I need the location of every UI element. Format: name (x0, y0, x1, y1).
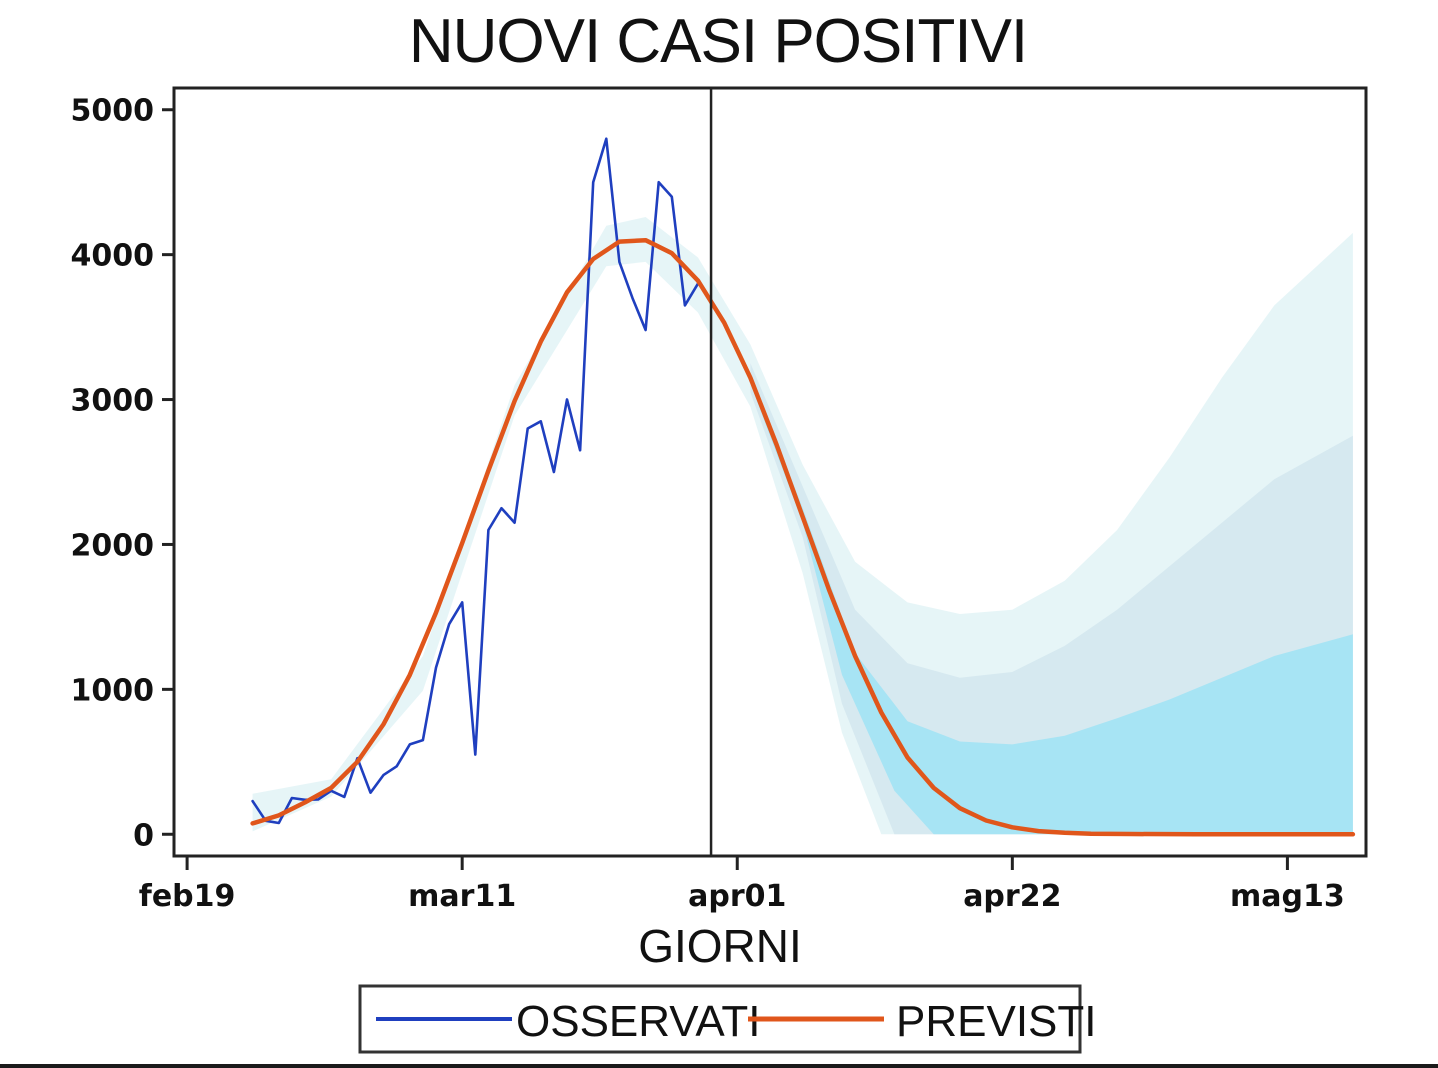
y-tick-label: 5000 (71, 94, 155, 129)
y-tick-label: 1000 (71, 673, 155, 708)
y-tick-label: 4000 (71, 239, 155, 274)
bottom-rule (0, 1064, 1438, 1068)
legend-label-osservati: OSSERVATI (516, 997, 761, 1046)
y-tick-label: 2000 (71, 528, 155, 563)
legend-label-previsti: PREVISTI (896, 997, 1097, 1046)
x-tick-label: mag13 (1230, 879, 1345, 914)
series-line-previsti (250, 237, 1356, 837)
y-axis: 0 1000 2000 3000 4000 5000 (71, 94, 174, 853)
x-axis: feb19 mar11 apr01 apr22 mag13 (139, 856, 1345, 914)
series-lines (250, 137, 1356, 837)
x-tick-label: apr01 (688, 879, 786, 914)
x-tick-label: mar11 (408, 879, 516, 914)
x-tick-label: apr22 (963, 879, 1061, 914)
plot-frame (172, 86, 1368, 858)
band-inner (750, 373, 1353, 835)
chart-title: NUOVI CASI POSITIVI (409, 7, 1027, 76)
y-tick-label: 0 (133, 818, 154, 853)
series-line-osservati (251, 137, 700, 825)
x-axis-label: GIORNI (638, 920, 802, 972)
y-tick-label: 3000 (71, 384, 155, 419)
legend: OSSERVATI PREVISTI (358, 984, 1097, 1054)
x-tick-label: feb19 (139, 879, 236, 914)
